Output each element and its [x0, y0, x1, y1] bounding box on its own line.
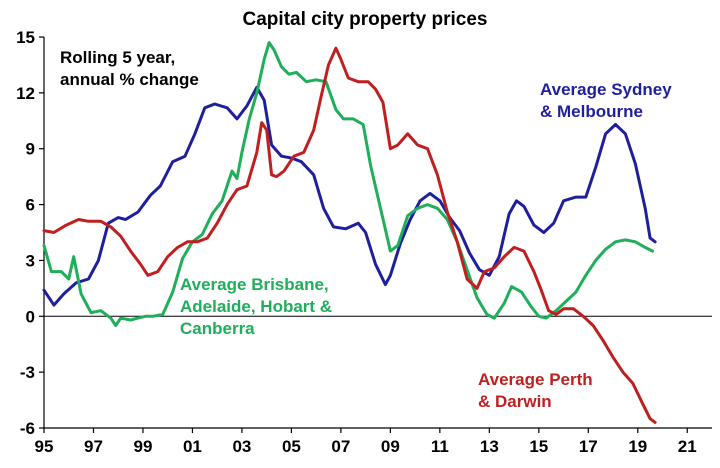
- y-tick-label: 15: [16, 28, 35, 47]
- series-label-bris-1: Average Brisbane,: [180, 275, 329, 294]
- x-tick-label: 05: [282, 437, 301, 456]
- x-ticks: 95 97 99 01 03 05 07 09 11 13 15 17 19 21: [35, 428, 697, 456]
- x-tick-label: 19: [628, 437, 647, 456]
- x-tick-label: 97: [84, 437, 103, 456]
- chart-title: Capital city property prices: [243, 9, 488, 30]
- plot-area: 15 12 9 6 3 0 -3 -6 95 97 99 01 03 05 07 09 11 13 15 17 19 2…: [16, 28, 712, 456]
- y-tick-label: 9: [26, 140, 35, 159]
- series-label-perth-2: & Darwin: [478, 392, 552, 411]
- series-label-bris-2: Adelaide, Hobart &: [180, 297, 332, 316]
- y-tick-label: 3: [26, 251, 35, 270]
- subtitle-line-1: Rolling 5 year,: [60, 48, 175, 67]
- x-tick-label: 01: [183, 437, 202, 456]
- x-tick-label: 09: [381, 437, 400, 456]
- y-tick-label: 0: [26, 307, 35, 326]
- series-label-syd-mel-2: & Melbourne: [540, 102, 643, 121]
- x-tick-label: 11: [431, 437, 449, 456]
- x-tick-label: 15: [529, 437, 548, 456]
- x-tick-label: 03: [232, 437, 251, 456]
- y-ticks: 15 12 9 6 3 0 -3 -6: [16, 28, 44, 438]
- series-line-syd-mel: [42, 85, 657, 307]
- series-label-syd-mel-1: Average Sydney: [540, 80, 672, 99]
- x-tick-label: 99: [134, 437, 153, 456]
- series-lines: [42, 41, 657, 424]
- series-line-per-dar: [42, 46, 657, 424]
- series-label-bris-3: Canberra: [180, 319, 255, 338]
- x-tick-label: 13: [480, 437, 499, 456]
- x-tick-label: 07: [331, 437, 350, 456]
- x-tick-label: 17: [579, 437, 598, 456]
- x-tick-label: 95: [35, 437, 54, 456]
- y-tick-label: -6: [20, 419, 35, 438]
- x-tick-label: 21: [678, 437, 697, 456]
- subtitle-line-2: annual % change: [60, 70, 199, 89]
- y-tick-label: 12: [16, 84, 35, 103]
- y-tick-label: 6: [26, 196, 35, 215]
- series-label-perth-1: Average Perth: [478, 370, 593, 389]
- y-tick-label: -3: [20, 363, 35, 382]
